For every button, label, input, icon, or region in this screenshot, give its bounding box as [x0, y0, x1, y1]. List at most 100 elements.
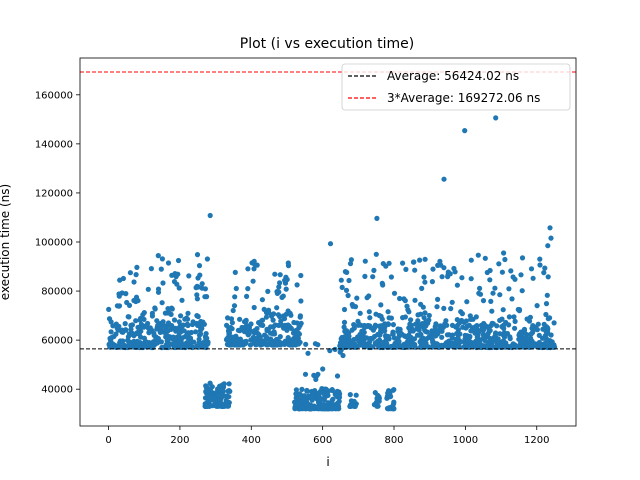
data-point: [196, 342, 203, 348]
data-point: [226, 394, 232, 400]
data-point: [181, 328, 187, 334]
data-point: [233, 285, 239, 292]
data-point: [369, 335, 376, 341]
data-point: [449, 322, 456, 328]
legend-label-average: Average: 56424.02 ns: [387, 69, 519, 83]
data-point: [176, 285, 182, 291]
data-point: [194, 313, 200, 319]
data-point: [419, 285, 425, 291]
data-point: [385, 309, 391, 315]
data-point: [452, 339, 459, 345]
reference-lines: [80, 71, 576, 350]
data-point: [405, 344, 412, 350]
data-point: [509, 296, 515, 302]
data-point: [506, 322, 512, 328]
data-point: [235, 327, 241, 333]
data-point: [220, 388, 226, 394]
data-point: [548, 344, 554, 350]
data-point: [251, 258, 257, 264]
data-point: [272, 271, 278, 277]
y-tick-label: 100000: [35, 238, 73, 249]
outlier-point: [462, 128, 468, 134]
data-point: [461, 319, 467, 325]
data-point: [184, 321, 190, 327]
data-point: [186, 273, 192, 279]
data-point: [396, 338, 402, 345]
data-point: [298, 298, 304, 304]
data-point: [536, 339, 543, 346]
data-point: [148, 266, 154, 272]
x-axis-ticks: 0 200 400 600 800 1000 1200: [105, 426, 549, 446]
data-point: [318, 396, 325, 402]
data-point: [349, 343, 355, 349]
data-point: [375, 392, 381, 398]
data-point: [178, 313, 184, 319]
data-point: [424, 336, 430, 342]
y-tick-label: 40000: [41, 385, 73, 396]
data-point: [433, 321, 439, 327]
data-point: [475, 252, 481, 258]
data-point: [341, 306, 348, 313]
data-point: [106, 341, 112, 347]
data-point: [155, 322, 161, 328]
data-point: [434, 329, 440, 335]
data-point: [515, 344, 522, 350]
data-point: [499, 269, 505, 275]
legend: Average: 56424.02 ns 3*Average: 169272.0…: [341, 63, 571, 111]
data-point: [193, 329, 199, 335]
data-point: [291, 319, 297, 326]
data-point: [217, 398, 223, 404]
data-point: [343, 287, 350, 293]
data-point: [297, 314, 303, 320]
data-point: [530, 323, 536, 329]
data-point: [309, 388, 315, 395]
data-point: [108, 319, 114, 325]
data-point: [204, 294, 210, 300]
data-point: [180, 335, 186, 341]
data-point: [137, 317, 143, 323]
data-point: [528, 331, 534, 337]
y-tick-label: 140000: [35, 139, 73, 150]
data-point: [315, 404, 322, 410]
data-point: [297, 339, 303, 345]
data-point: [293, 387, 299, 393]
data-point: [390, 322, 396, 328]
data-point: [166, 310, 172, 316]
data-point: [376, 323, 382, 329]
data-point: [226, 388, 232, 394]
plot-frame: [79, 57, 577, 427]
data-point: [483, 344, 489, 350]
data-point: [488, 298, 494, 304]
data-point: [521, 327, 528, 334]
data-point: [490, 290, 496, 296]
data-point: [154, 318, 160, 324]
data-point: [131, 297, 137, 304]
data-point: [225, 315, 231, 321]
data-point: [259, 297, 265, 303]
data-point: [286, 338, 292, 344]
data-point: [543, 301, 550, 307]
data-point: [193, 285, 199, 291]
data-point: [340, 352, 346, 359]
outlier-point: [548, 235, 554, 241]
data-point: [302, 371, 309, 377]
x-tick-label: 800: [384, 435, 403, 446]
data-point: [501, 330, 507, 336]
data-point: [542, 265, 548, 271]
x-tick-label: 0: [105, 435, 111, 446]
data-point: [141, 310, 147, 316]
data-point: [541, 270, 547, 276]
data-point: [468, 328, 474, 334]
data-point: [315, 395, 321, 401]
data-point: [351, 322, 357, 328]
data-point: [108, 329, 114, 335]
data-point: [434, 304, 440, 310]
data-point: [246, 330, 252, 336]
data-point: [220, 393, 226, 399]
data-point: [456, 343, 462, 349]
legend-label-3x-average: 3*Average: 169272.06 ns: [387, 91, 540, 105]
data-point: [418, 344, 424, 350]
data-point: [116, 293, 122, 299]
data-point: [245, 266, 251, 272]
